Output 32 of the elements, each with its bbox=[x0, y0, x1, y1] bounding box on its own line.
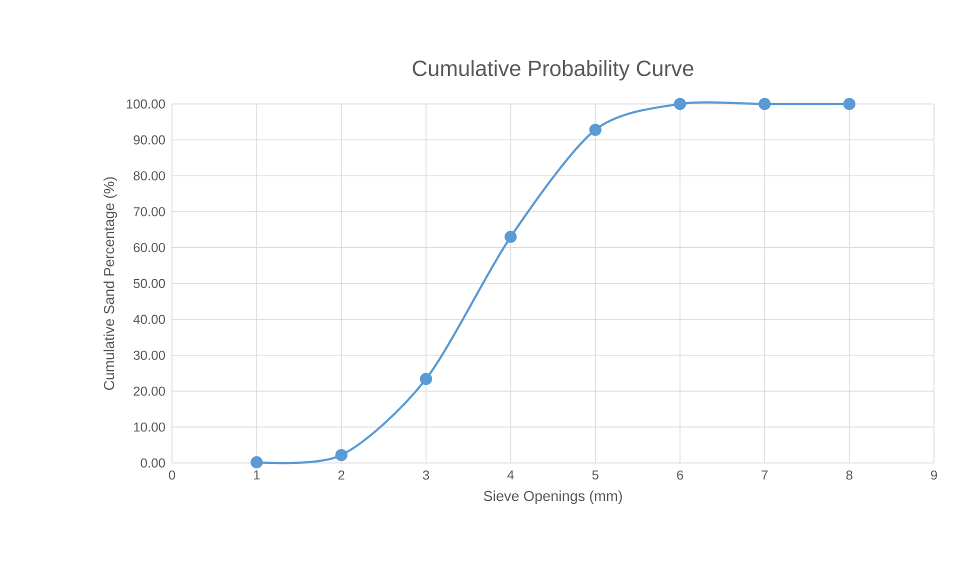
chart-title: Cumulative Probability Curve bbox=[412, 60, 694, 80]
x-tick-label: 2 bbox=[338, 470, 344, 480]
point bbox=[674, 98, 686, 110]
x-axis-title: Sieve Openings (mm) bbox=[484, 490, 622, 504]
y-tick-label: 70.00 bbox=[134, 207, 165, 216]
point bbox=[420, 372, 432, 386]
x-tick-label: 4 bbox=[507, 470, 514, 480]
x-tick-label: 6 bbox=[677, 470, 684, 480]
y-tick-label: 100.00 bbox=[126, 99, 165, 109]
x-tick-label: 0 bbox=[168, 470, 176, 480]
point bbox=[335, 448, 348, 462]
y-axis-title: Cumulative Sand Percentage (%) bbox=[104, 177, 118, 390]
y-tick-label: 50.00 bbox=[134, 278, 165, 288]
point bbox=[250, 456, 263, 468]
x-tick-label: 8 bbox=[846, 470, 852, 480]
y-tick-label: 20.00 bbox=[134, 386, 165, 396]
x-tick-label: 9 bbox=[931, 470, 937, 480]
x-tick-label: 5 bbox=[592, 470, 598, 480]
x-tick-label: 7 bbox=[762, 470, 768, 480]
y-tick-label: 60.00 bbox=[134, 242, 165, 252]
x-tick-label: 3 bbox=[422, 470, 430, 480]
point bbox=[843, 98, 856, 110]
point bbox=[504, 230, 517, 243]
y-tick-label: 0.00 bbox=[140, 458, 165, 468]
y-tick-label: 30.00 bbox=[134, 350, 165, 360]
y-tick-label: 90.00 bbox=[134, 135, 165, 144]
x-tick-label: 1 bbox=[254, 470, 260, 480]
y-tick-label: 40.00 bbox=[133, 314, 165, 324]
y-tick-label: 10.00 bbox=[134, 422, 165, 432]
point bbox=[589, 124, 602, 136]
y-tick-label: 80.00 bbox=[134, 171, 165, 180]
point bbox=[758, 98, 771, 110]
